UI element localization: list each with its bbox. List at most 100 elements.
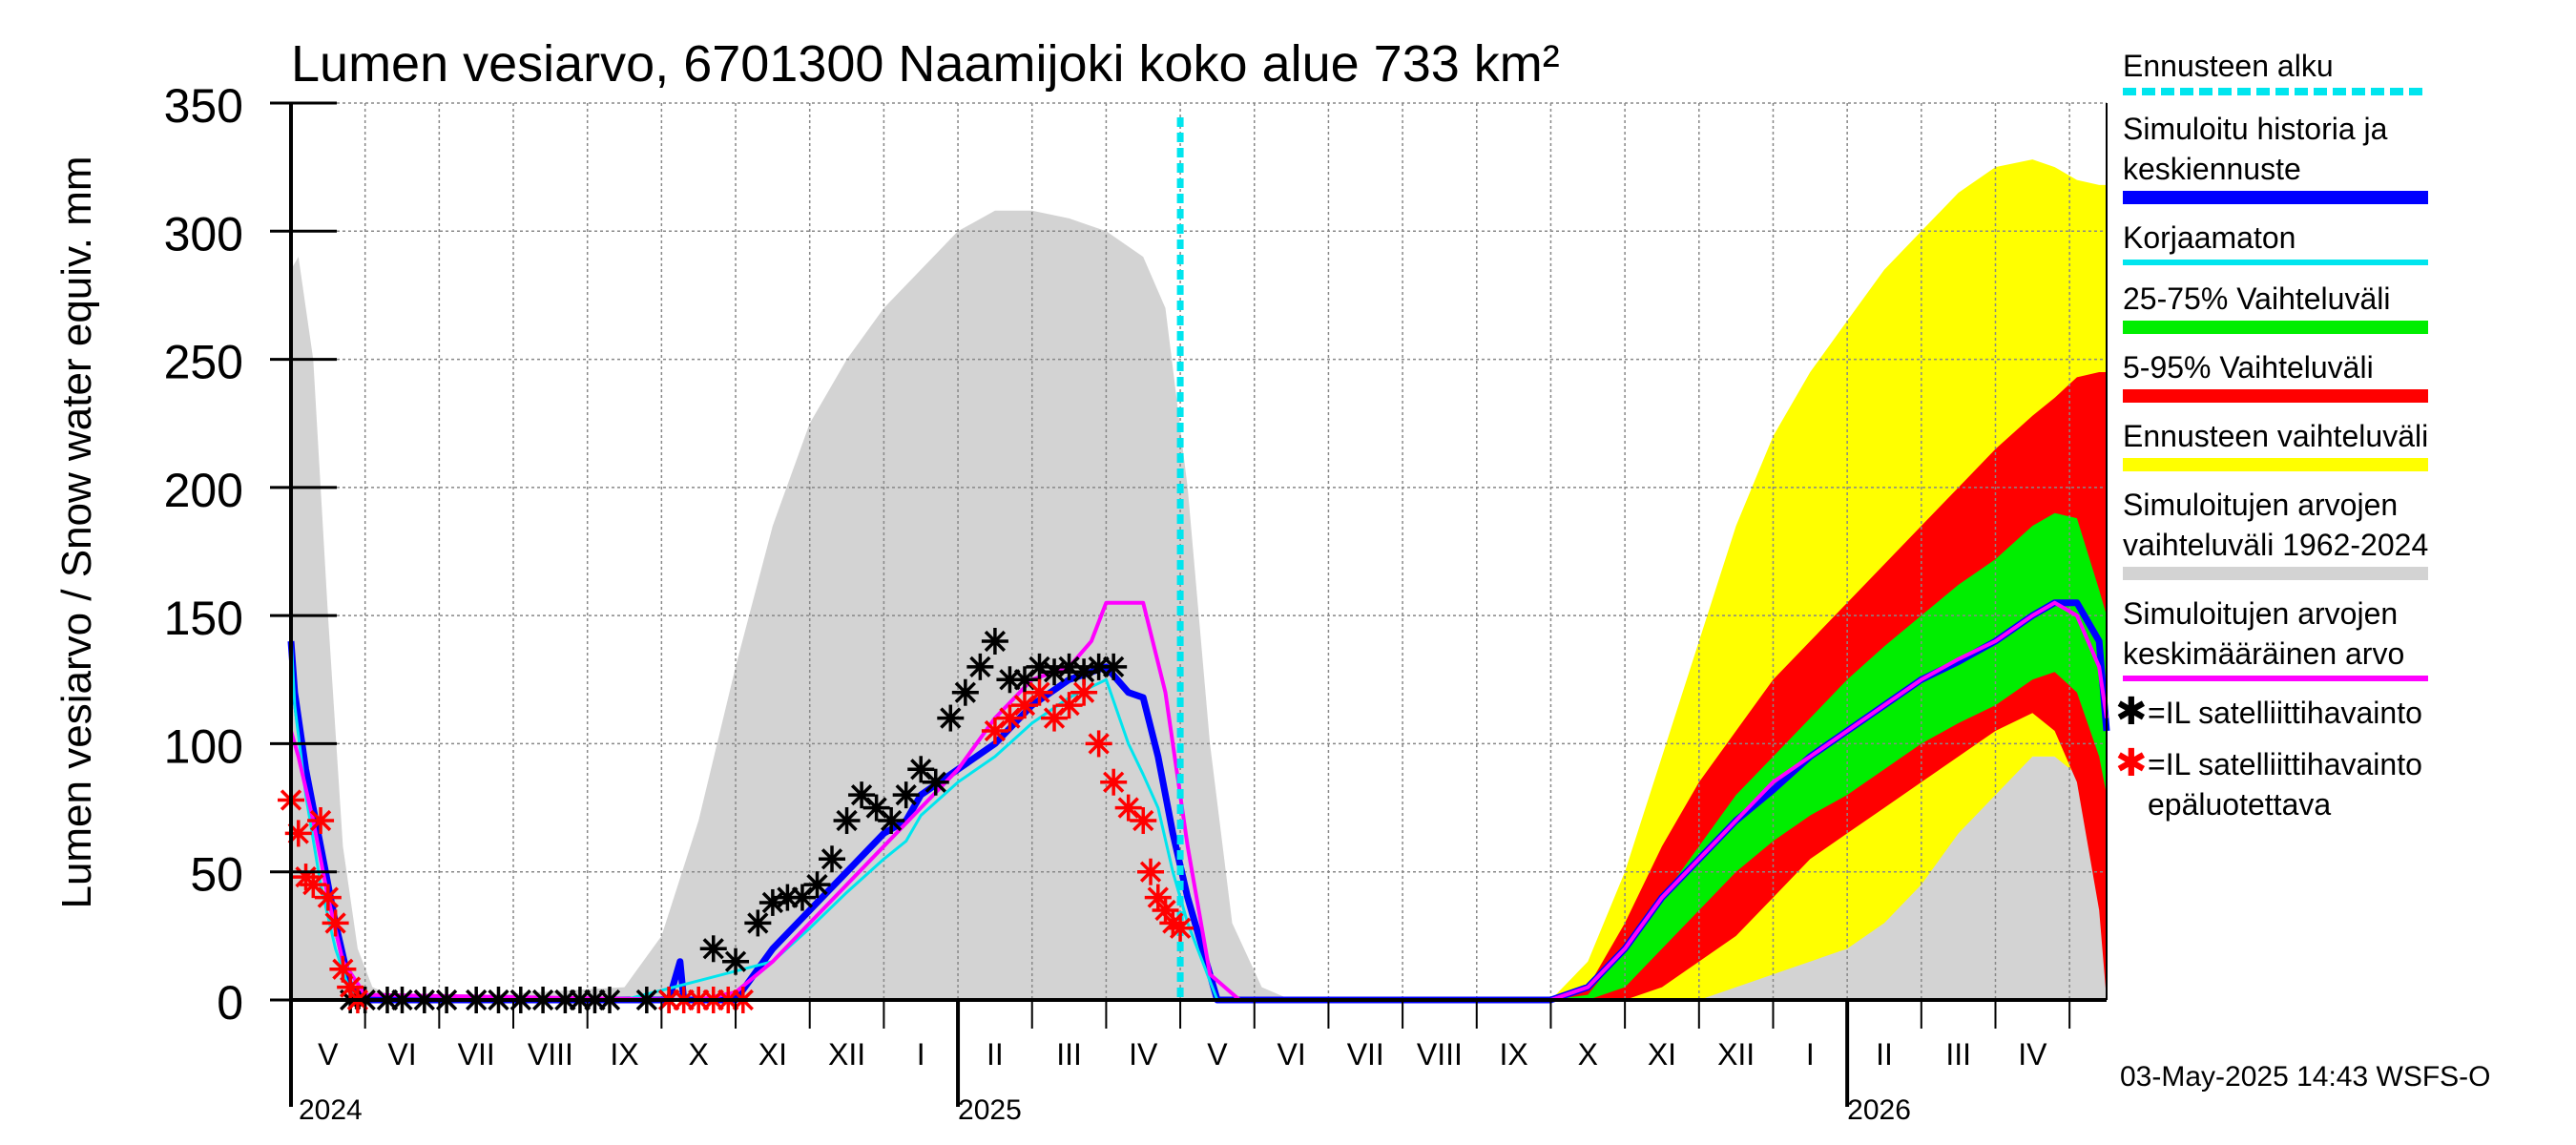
x-month-label: III [1945, 1037, 1971, 1072]
x-month-label: V [1207, 1037, 1228, 1072]
y-tick-label: 250 [164, 336, 243, 389]
x-month-label: I [917, 1037, 925, 1072]
marker-stroke [1117, 797, 1139, 819]
year-label: 2025 [958, 1094, 1022, 1126]
satellite-observation-marker [922, 768, 949, 796]
chart-axes [270, 101, 2108, 1107]
marker-stroke [1072, 681, 1095, 703]
year-label: 2024 [299, 1094, 363, 1126]
chart-bands [291, 159, 2107, 1001]
legend-text: 5-95% Vaihteluväli [2123, 350, 2374, 385]
legend-text: Simuloitujen arvojen keskimääräinen arvo [2123, 596, 2405, 671]
satellite-observation-marker [722, 947, 750, 975]
star-icon: ✱ [2115, 742, 2148, 784]
marker-stroke [1028, 656, 1050, 677]
y-tick-label: 0 [217, 976, 243, 1030]
marker-stroke [724, 950, 747, 972]
legend-item-historical-range: Simuloitujen arvojen vaihteluväli 1962-2… [2123, 485, 2571, 580]
satellite-observation-marker [892, 781, 920, 809]
legend-item-satellite-unreliable: ✱ =IL satelliittihavainto epäluotettava [2115, 744, 2571, 824]
marker-stroke [309, 809, 332, 832]
marker-stroke [865, 797, 887, 819]
satellite-observation-marker [699, 935, 727, 963]
marker-stroke [940, 707, 962, 729]
legend-item-satellite: ✱ =IL satelliittihavainto [2115, 693, 2571, 733]
satellite-observation-marker [937, 704, 965, 732]
unreliable-observation-marker [1167, 914, 1195, 942]
unreliable-observation-marker [1085, 730, 1112, 758]
marker-stroke [836, 809, 858, 832]
marker-stroke [747, 912, 769, 934]
x-month-label: VII [1347, 1037, 1384, 1072]
x-month-label: VI [1277, 1037, 1305, 1072]
timestamp: 03-May-2025 14:43 WSFS-O [2120, 1061, 2491, 1093]
legend-text: Korjaamaton [2123, 220, 2296, 255]
marker-stroke [702, 938, 724, 960]
band-25-75-vaihteluv-li [1550, 512, 2107, 1000]
marker-stroke [1147, 886, 1169, 908]
unreliable-observation-marker [1026, 678, 1053, 706]
satellite-observation-marker [819, 845, 846, 873]
marker-stroke [317, 886, 339, 908]
x-month-label: VII [458, 1037, 495, 1072]
unreliable-observation-marker [307, 807, 335, 834]
unreliable-observation-marker [1130, 807, 1157, 834]
marker-stroke [1103, 771, 1125, 793]
marker-stroke [340, 976, 362, 998]
x-month-label: IX [1499, 1037, 1527, 1072]
x-month-label: XI [758, 1037, 787, 1072]
satellite-observation-marker [966, 653, 994, 680]
y-tick-label: 200 [164, 464, 243, 517]
marker-stroke [881, 809, 903, 832]
x-month-label: VIII [528, 1037, 573, 1072]
marker-stroke [984, 630, 1007, 653]
marker-stroke [924, 771, 946, 793]
marker-stroke [954, 681, 976, 703]
marker-stroke [1088, 733, 1110, 755]
legend-text: 25-75% Vaihteluväli [2123, 281, 2391, 316]
unreliable-observation-marker [1070, 678, 1098, 706]
satellite-observation-marker [981, 628, 1008, 655]
legend-item-forecast-start: Ennusteen alku [2123, 46, 2571, 95]
x-month-label: I [1806, 1037, 1815, 1072]
y-tick-label: 100 [164, 719, 243, 773]
legend-item-25-75: 25-75% Vaihteluväli [2123, 279, 2571, 334]
marker-stroke [1058, 656, 1080, 677]
x-month-label: IX [610, 1037, 638, 1072]
unreliable-observation-marker [284, 820, 312, 847]
unreliable-observation-marker [1137, 858, 1165, 885]
satellite-observation-marker [951, 678, 979, 706]
x-month-label: X [1578, 1037, 1598, 1072]
marker-stroke [850, 784, 873, 806]
x-month-label: XII [828, 1037, 865, 1072]
series-line-korjaamaton [289, 635, 1219, 1002]
x-month-label: XII [1717, 1037, 1755, 1072]
legend-item-uncorrected: Korjaamaton [2123, 218, 2571, 265]
legend-swatch [2123, 260, 2428, 265]
x-month-label: XI [1648, 1037, 1676, 1072]
band-simuloitujen-arvojen-vaihteluv-li-1962-2024 [291, 210, 2107, 1001]
marker-stroke [302, 874, 324, 896]
x-month-label: V [318, 1037, 339, 1072]
star-icon: ✱ [2115, 691, 2148, 733]
chart-markers [278, 628, 1195, 1013]
legend-swatch [2123, 321, 2428, 334]
chart-grid [291, 102, 2107, 1000]
legend-item-5-95: 5-95% Vaihteluväli [2123, 347, 2571, 403]
legend-text: Ennusteen vaihteluväli [2123, 419, 2429, 453]
x-month-label: X [689, 1037, 709, 1072]
y-axis-label: Lumen vesiarvo / Snow water equiv. mm [53, 156, 100, 908]
legend-swatch [2123, 389, 2428, 403]
legend-swatch [2123, 567, 2428, 580]
x-month-label: IV [2018, 1037, 2047, 1072]
marker-stroke [332, 958, 354, 980]
marker-stroke [895, 784, 917, 806]
legend-text: Simuloitujen arvojen vaihteluväli 1962-2… [2123, 488, 2429, 562]
legend-swatch [2123, 676, 2428, 681]
marker-stroke [1169, 917, 1192, 939]
unreliable-observation-marker [1100, 768, 1128, 796]
y-tick-label: 50 [190, 848, 243, 902]
satellite-observation-marker [803, 871, 831, 899]
x-month-label: III [1056, 1037, 1082, 1072]
satellite-observation-marker [1100, 653, 1128, 680]
